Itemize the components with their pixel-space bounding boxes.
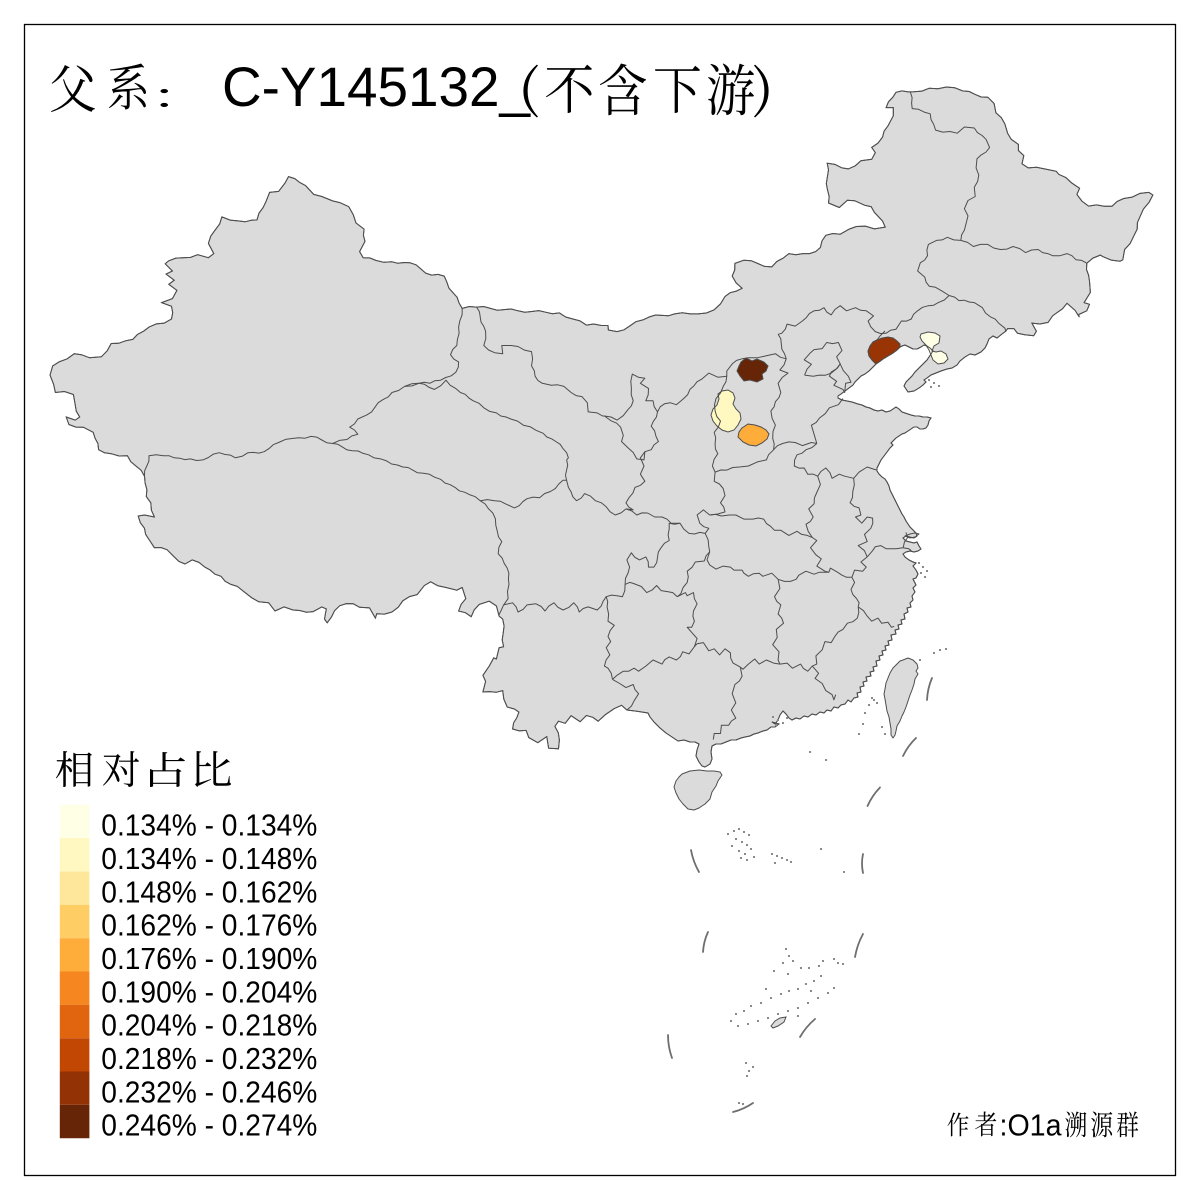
svg-text:0.246% - 0.274%: 0.246% - 0.274% [101,1108,317,1143]
svg-text:0.218% - 0.232%: 0.218% - 0.232% [101,1041,317,1076]
svg-text:0.162% - 0.176%: 0.162% - 0.176% [101,908,317,943]
svg-text:0.134% - 0.134%: 0.134% - 0.134% [101,808,317,843]
svg-text:0.134% - 0.148%: 0.134% - 0.148% [101,841,317,876]
svg-text::O1a: :O1a [1000,1108,1063,1143]
svg-text:0.190% - 0.204%: 0.190% - 0.204% [101,974,317,1009]
svg-text:0.148% - 0.162%: 0.148% - 0.162% [101,874,317,909]
svg-text:0.176% - 0.190%: 0.176% - 0.190% [101,941,317,976]
svg-text:0.232% - 0.246%: 0.232% - 0.246% [101,1074,317,1109]
svg-text:0.204% - 0.218%: 0.204% - 0.218% [101,1008,317,1043]
svg-text:C-Y145132_: C-Y145132_ [222,56,531,118]
